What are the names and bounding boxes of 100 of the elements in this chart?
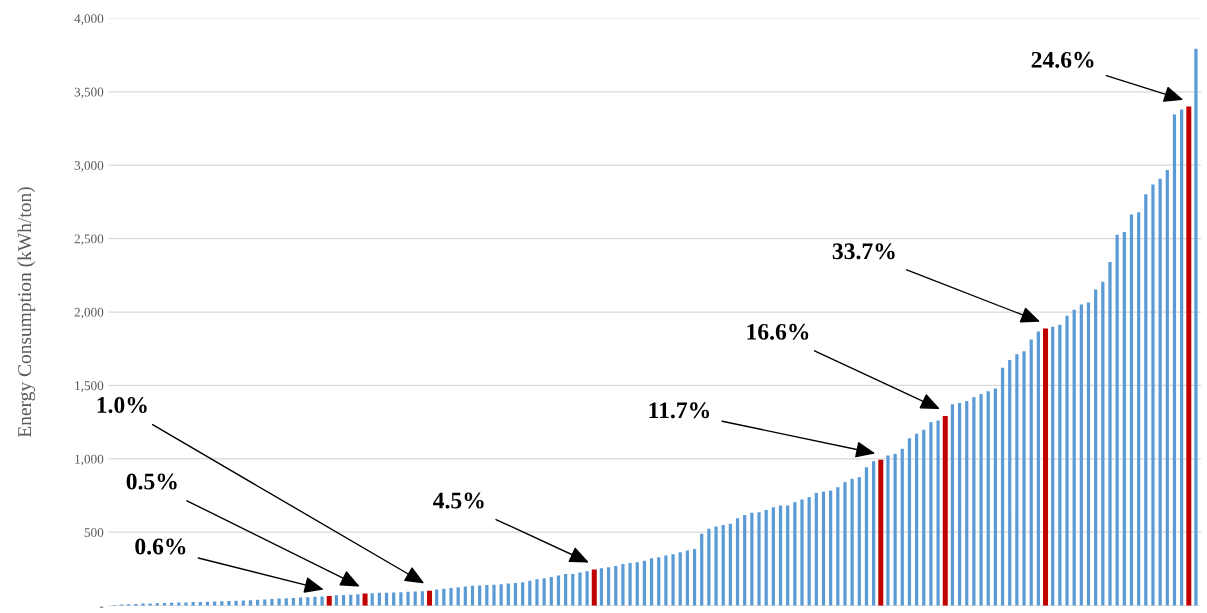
bar	[829, 490, 833, 606]
bar	[1115, 234, 1119, 606]
bar	[671, 554, 675, 606]
bar	[1036, 331, 1040, 606]
bar	[972, 397, 976, 606]
bar	[227, 601, 231, 606]
bar	[1122, 232, 1126, 606]
bar	[793, 502, 797, 606]
bar	[362, 593, 368, 606]
bar	[1129, 214, 1134, 606]
bar	[1072, 309, 1076, 606]
bar	[714, 526, 718, 606]
bar	[864, 467, 869, 606]
bar	[614, 566, 618, 606]
bar	[1172, 114, 1177, 606]
bar	[599, 568, 604, 606]
bar	[836, 487, 840, 606]
bar	[707, 528, 711, 606]
bar	[929, 422, 933, 606]
bar	[606, 567, 611, 606]
bar	[692, 548, 697, 606]
bar	[528, 580, 532, 606]
bar	[1108, 262, 1112, 606]
annotation: 16.6%	[747, 323, 809, 340]
bar	[1058, 324, 1062, 606]
bar	[872, 461, 876, 606]
bar	[1186, 106, 1192, 606]
bar	[1165, 170, 1169, 606]
bar	[184, 602, 188, 606]
bar	[900, 448, 904, 606]
bar	[571, 573, 575, 606]
bar	[965, 401, 969, 606]
bar	[406, 591, 410, 606]
bar	[263, 599, 267, 606]
y-tick-label: -	[99, 606, 104, 608]
bar	[313, 596, 317, 606]
bar	[621, 563, 625, 606]
annotation: 11.7%	[649, 402, 710, 419]
bar	[485, 585, 489, 606]
bar	[320, 596, 324, 606]
bar	[893, 453, 897, 606]
bar	[843, 482, 847, 606]
bar	[814, 492, 818, 606]
bar	[628, 563, 632, 606]
bar	[1051, 326, 1055, 606]
bar	[649, 558, 654, 606]
y-tick-label: 2,000	[74, 307, 104, 319]
bar	[857, 477, 861, 606]
bar	[392, 592, 396, 606]
bar	[420, 591, 424, 606]
bar	[721, 524, 725, 606]
bar	[549, 577, 553, 606]
bar	[334, 595, 339, 606]
bar	[542, 578, 546, 606]
bar	[907, 438, 912, 606]
bar	[277, 598, 281, 606]
bar	[942, 416, 948, 606]
bar	[771, 507, 775, 606]
bar	[1029, 339, 1033, 606]
bar	[449, 588, 453, 606]
bar	[635, 562, 639, 606]
bar	[1086, 302, 1091, 606]
bar	[922, 429, 926, 606]
bar	[757, 512, 761, 606]
bar	[1043, 328, 1049, 606]
bar	[556, 575, 561, 606]
bar	[957, 403, 962, 606]
bar	[1144, 194, 1148, 606]
bar	[1065, 315, 1069, 606]
bar	[370, 593, 374, 606]
bar	[821, 491, 826, 606]
y-tick-label: 500	[84, 528, 104, 537]
bar	[800, 499, 804, 606]
bar	[979, 394, 983, 606]
bar	[807, 497, 811, 606]
annotation: 0.5%	[126, 473, 177, 490]
bar	[1000, 367, 1005, 606]
annotation: 4.5%	[433, 492, 484, 509]
bar	[750, 512, 754, 606]
bar	[1094, 289, 1098, 606]
bar	[1101, 281, 1105, 606]
bar	[950, 404, 955, 606]
bar	[521, 582, 525, 606]
y-tick-label: 1,000	[75, 454, 104, 466]
bar	[1151, 184, 1155, 606]
bar	[1158, 178, 1162, 606]
bar	[513, 582, 518, 606]
bar	[786, 505, 790, 606]
y-tick-label: 1,500	[75, 381, 104, 393]
bar	[435, 589, 439, 606]
bar	[685, 550, 689, 606]
bar	[642, 560, 647, 606]
bar	[735, 518, 740, 606]
bar	[535, 579, 539, 606]
bar	[664, 555, 668, 606]
bar	[1194, 48, 1198, 606]
bar	[478, 585, 482, 606]
bar	[1015, 354, 1019, 606]
bar	[986, 391, 990, 606]
bar	[886, 455, 890, 606]
